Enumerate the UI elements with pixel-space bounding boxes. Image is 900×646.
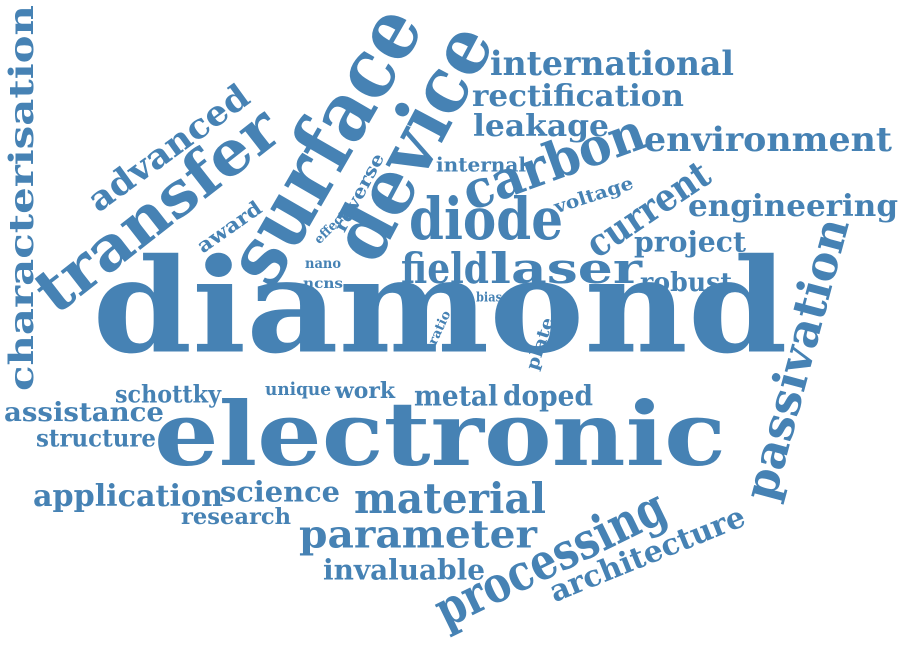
word-metal: metal [414,380,498,413]
word-rectification: rectification [472,79,684,114]
word-material: material [354,474,546,523]
word-parameter: parameter [299,512,538,557]
word-internal: internal [436,153,526,177]
word-structure: structure [36,424,156,453]
word-bias: bias [476,291,502,306]
word-application: application [33,479,223,514]
word-electronic: electronic [154,382,726,486]
word-research: research [181,504,291,530]
word-ncns: ncns [303,276,343,292]
word-diamond: diamond [93,230,788,383]
word-work: work [334,378,396,404]
word-leakage: leakage [473,109,609,144]
word-field: field [401,244,489,293]
word-science: science [220,476,340,509]
word-invaluable: invaluable [323,554,485,587]
word-laser: laser [490,244,643,293]
word-assistance: assistance [4,398,164,428]
word-diode: diode [409,185,563,253]
word-doped: doped [503,380,593,413]
word-international: international [490,44,734,84]
word-environment: environment [644,120,892,160]
word-schottky: schottky [115,380,222,409]
word-characterisation: characterisation [2,5,42,391]
word-project: project [634,226,746,259]
word-nano: nano [305,256,341,272]
word-robust: robust [640,268,732,298]
word-engineering: engineering [688,189,898,224]
word-unique: unique [265,379,331,400]
